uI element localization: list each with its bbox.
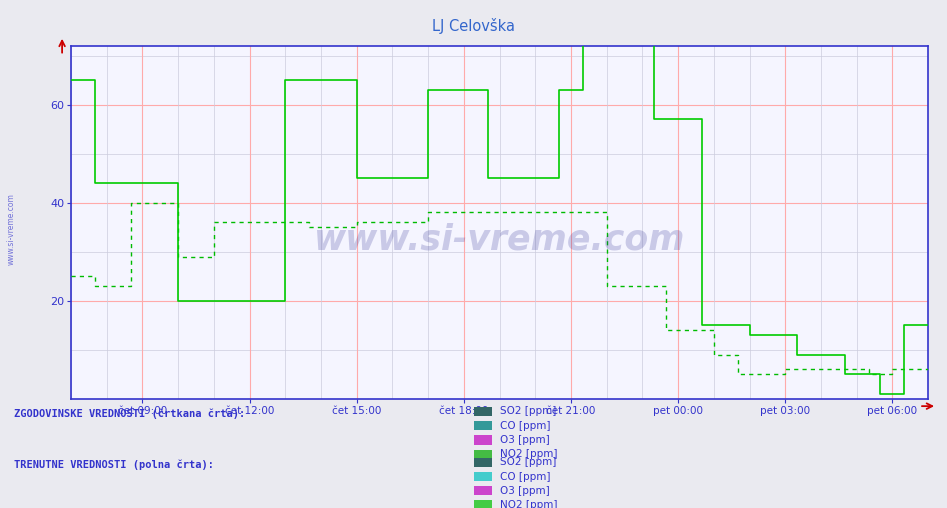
Text: CO [ppm]: CO [ppm]: [500, 471, 550, 482]
Text: NO2 [ppm]: NO2 [ppm]: [500, 449, 558, 459]
Text: NO2 [ppm]: NO2 [ppm]: [500, 500, 558, 508]
Text: O3 [ppm]: O3 [ppm]: [500, 435, 550, 445]
Text: LJ Celovška: LJ Celovška: [432, 18, 515, 34]
Text: www.si-vreme.com: www.si-vreme.com: [313, 223, 686, 257]
Text: SO2 [ppm]: SO2 [ppm]: [500, 406, 557, 417]
Text: SO2 [ppm]: SO2 [ppm]: [500, 457, 557, 467]
Text: CO [ppm]: CO [ppm]: [500, 421, 550, 431]
Text: www.si-vreme.com: www.si-vreme.com: [7, 193, 16, 265]
Text: TRENUTNE VREDNOSTI (polna črta):: TRENUTNE VREDNOSTI (polna črta):: [14, 460, 214, 470]
Text: O3 [ppm]: O3 [ppm]: [500, 486, 550, 496]
Text: ZGODOVINSKE VREDNOSTI (črtkana črta):: ZGODOVINSKE VREDNOSTI (črtkana črta):: [14, 409, 245, 420]
